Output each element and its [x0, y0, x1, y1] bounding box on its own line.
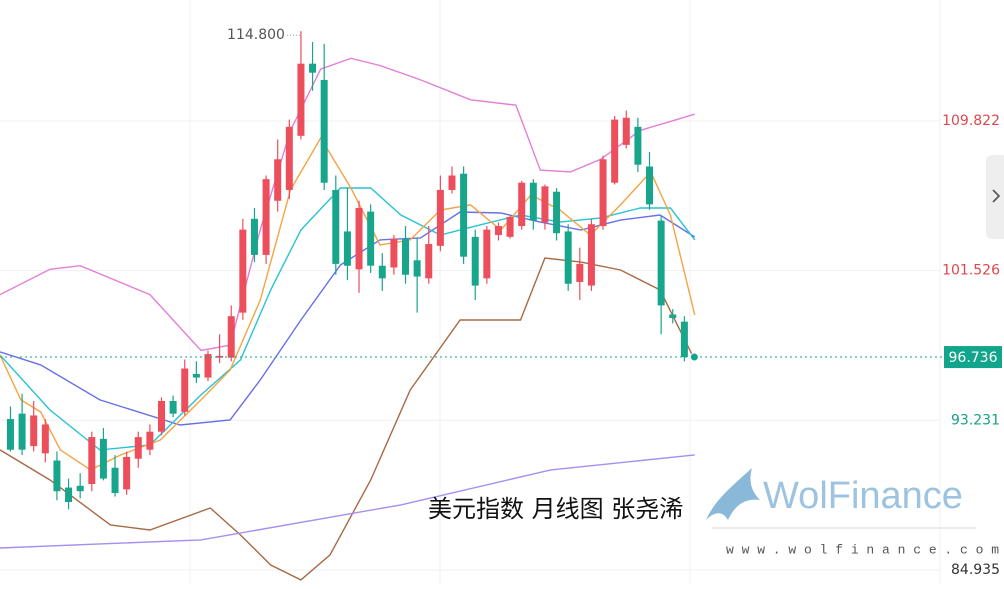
candle-body: [646, 166, 654, 205]
max-label: 114.800: [227, 27, 285, 43]
candle-body: [76, 485, 84, 492]
candle-body: [367, 211, 375, 266]
candle-body: [669, 314, 677, 319]
candle-body: [111, 467, 119, 494]
candle-body: [169, 401, 177, 414]
candle-body: [297, 63, 305, 136]
last-price-box: [944, 346, 1002, 369]
candle-body: [471, 236, 479, 286]
candle-body: [53, 460, 61, 492]
candle-body: [227, 316, 235, 358]
y-tick-label: 109.822: [942, 113, 1000, 129]
candle-body: [88, 437, 96, 484]
indicator-line: [0, 257, 696, 581]
candle-body: [494, 226, 502, 236]
candle-body: [343, 231, 351, 266]
candle-body: [425, 244, 433, 279]
candle-body: [402, 238, 410, 275]
candle-body: [6, 419, 14, 450]
candle-body: [506, 217, 514, 237]
candle-body: [378, 265, 386, 279]
candle-body: [448, 175, 456, 190]
candle-body: [634, 126, 642, 165]
logo-bird: [706, 468, 760, 520]
y-tick-label: 101.526: [942, 263, 1000, 279]
chart-title: 美元指数 月线图 张尧浠: [428, 495, 683, 523]
candle-body: [158, 401, 166, 432]
candle-body: [576, 263, 584, 282]
candle-body: [216, 355, 224, 358]
candle-body: [262, 179, 270, 255]
watermark: WolFinance: [763, 475, 963, 517]
candle-body: [587, 224, 595, 286]
candle-body: [680, 321, 688, 358]
side-button[interactable]: [986, 155, 1004, 239]
candle-body: [99, 438, 107, 479]
candle-body: [332, 189, 340, 264]
candle-body: [239, 229, 247, 313]
chevron[interactable]: [992, 189, 1001, 203]
last-price-dot: [689, 352, 699, 362]
watermark-logo: [706, 468, 976, 529]
candle-body: [518, 182, 526, 227]
y-tick-label: 93.231: [951, 412, 1000, 428]
candle-body: [204, 354, 212, 378]
candles: [6, 31, 688, 510]
candle-body: [390, 238, 398, 268]
grid: [0, 120, 940, 571]
candle-body: [553, 191, 561, 234]
candle-body: [18, 413, 26, 450]
candle-body: [611, 119, 619, 183]
y-tick-label: 84.935: [951, 562, 1000, 578]
candle-body: [564, 231, 572, 284]
indicator-line: [0, 57, 695, 352]
candle-body: [30, 415, 38, 447]
candle-body: [599, 159, 607, 227]
candle-body: [181, 368, 189, 412]
candle-body: [285, 126, 293, 190]
candle-body: [529, 182, 537, 221]
side-button-bg[interactable]: [986, 155, 1004, 239]
candle-body: [483, 229, 491, 279]
candle-body: [123, 456, 131, 490]
candle-body: [250, 218, 258, 255]
candle-body: [65, 487, 73, 503]
indicator-line: [0, 454, 695, 549]
candle-body: [274, 159, 282, 201]
candle-body: [41, 424, 49, 454]
candle-body: [192, 373, 200, 378]
candle-body: [134, 437, 142, 459]
candle-body: [355, 207, 363, 270]
candle-body: [657, 220, 665, 306]
candle-body: [541, 186, 549, 223]
labels: 109.822 101.526 93.231 84.935 114.800 96.736: [0, 27, 1002, 578]
candle-body: [309, 63, 317, 73]
last-price-label: 96.736: [949, 350, 998, 366]
candle-body: [413, 260, 421, 277]
candle-body: [320, 79, 328, 183]
candle-body: [146, 431, 154, 450]
candle-body: [622, 117, 630, 145]
candle-body: [460, 173, 468, 257]
watermark-url: w w w . w o l f i n a n c e . c o m: [726, 542, 999, 557]
candle-body: [436, 189, 444, 246]
